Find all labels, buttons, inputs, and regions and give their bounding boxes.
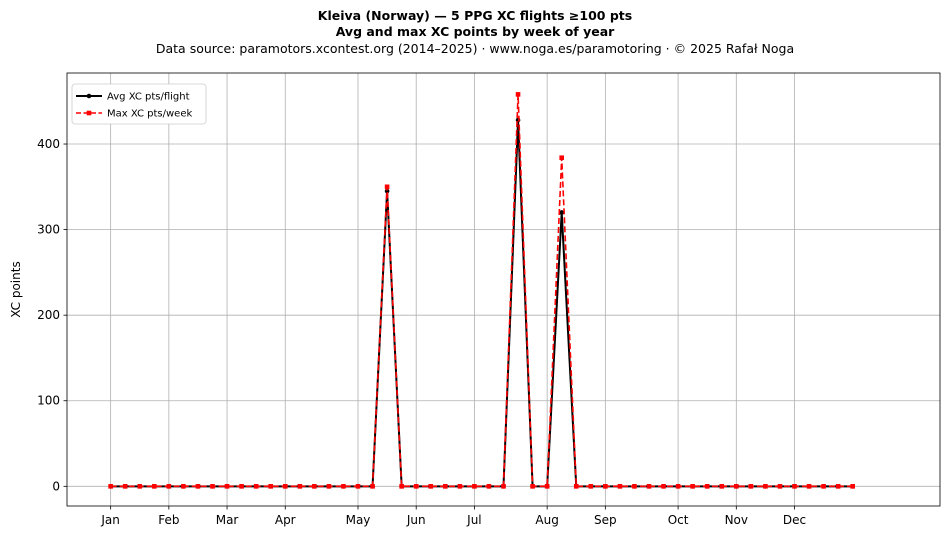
y-tick-label: 100 [37, 394, 60, 408]
max-data-point [210, 484, 215, 489]
max-data-point [748, 484, 754, 489]
max-data-point [530, 484, 535, 489]
max-data-point [399, 484, 404, 489]
y-tick-label: 200 [37, 308, 60, 322]
max-data-point [515, 92, 521, 97]
max-data-point [443, 484, 448, 489]
max-data-point [253, 484, 259, 489]
max-data-point [239, 484, 244, 489]
max-data-point [370, 484, 375, 489]
legend-avg-label: Avg XC pts/flight [107, 92, 190, 103]
max-data-point [704, 484, 710, 489]
max-data-point [763, 484, 768, 489]
x-tick-label: Aug [535, 513, 558, 527]
max-data-point [224, 484, 230, 489]
avg-data-point [384, 188, 390, 194]
max-data-point [734, 484, 739, 489]
max-data-point [486, 484, 492, 489]
chart-subtitle: Avg and max XC points by week of year [335, 24, 615, 39]
x-tick-label: Sep [594, 513, 617, 527]
max-data-point [384, 184, 390, 190]
max-data-point [588, 484, 594, 489]
plot-frame [66, 72, 941, 507]
x-tick-label: Feb [158, 513, 179, 527]
x-tick-label: Mar [216, 513, 239, 527]
max-series-line [110, 93, 853, 488]
max-data-point [675, 484, 681, 489]
max-data-point [806, 484, 812, 489]
max-data-point [195, 484, 201, 489]
max-data-point [632, 484, 637, 489]
max-data-point [544, 484, 550, 489]
legend-max-marker [86, 110, 92, 116]
x-tick-label: Oct [668, 513, 689, 527]
x-tick-label: Apr [275, 513, 296, 527]
max-data-point [777, 484, 783, 489]
max-data-point [719, 484, 725, 489]
max-data-point [559, 155, 564, 161]
max-data-point [181, 484, 186, 489]
x-tick-label: Jun [406, 513, 426, 527]
max-data-point [603, 484, 608, 489]
max-data-point [108, 484, 113, 489]
y-tick-label: 0 [52, 479, 60, 493]
max-data-point [355, 484, 361, 489]
max-data-point [326, 484, 332, 489]
y-axis-label: XC points [9, 261, 23, 317]
max-data-point [268, 484, 273, 489]
max-data-point [646, 484, 652, 489]
legend-max-label: Max XC pts/week [107, 109, 192, 120]
max-data-point [428, 484, 434, 489]
chart-titles: Kleiva (Norway) — 5 PPG XC flights ≥100 … [0, 8, 950, 58]
max-data-point [297, 484, 303, 489]
max-data-point [501, 484, 506, 489]
max-data-point [341, 484, 346, 489]
x-tick-label: Dec [783, 513, 806, 527]
x-tick-label: May [346, 513, 371, 527]
max-data-point [166, 484, 172, 489]
x-tick-label: Nov [725, 513, 748, 527]
max-data-point [850, 484, 855, 489]
y-tick-label: 300 [37, 223, 60, 237]
max-data-point [661, 484, 666, 489]
max-data-point [282, 484, 288, 489]
chart-source-line: Data source: paramotors.xcontest.org (20… [155, 41, 795, 56]
max-data-point [413, 484, 419, 489]
legend-avg-marker [86, 93, 92, 99]
x-tick-label: Jul [466, 513, 481, 527]
max-data-point [617, 484, 623, 489]
max-data-point [573, 484, 579, 489]
max-data-point [792, 484, 797, 489]
max-data-point [312, 484, 317, 489]
max-data-point [690, 484, 695, 489]
y-tick-label: 400 [37, 137, 60, 151]
max-data-point [472, 484, 477, 489]
max-data-point [457, 484, 463, 489]
legend: Avg XC pts/flight Max XC pts/week [71, 83, 207, 125]
chart-title: Kleiva (Norway) — 5 PPG XC flights ≥100 … [317, 8, 633, 23]
max-data-point [152, 484, 157, 489]
legend-box [71, 83, 207, 125]
x-tick-label: Jan [100, 513, 120, 527]
avg-series-line [110, 119, 853, 488]
avg-data-point [559, 210, 564, 215]
max-data-point [122, 484, 128, 489]
max-data-point [821, 484, 826, 489]
max-data-point [835, 484, 841, 489]
max-data-point [137, 484, 143, 489]
